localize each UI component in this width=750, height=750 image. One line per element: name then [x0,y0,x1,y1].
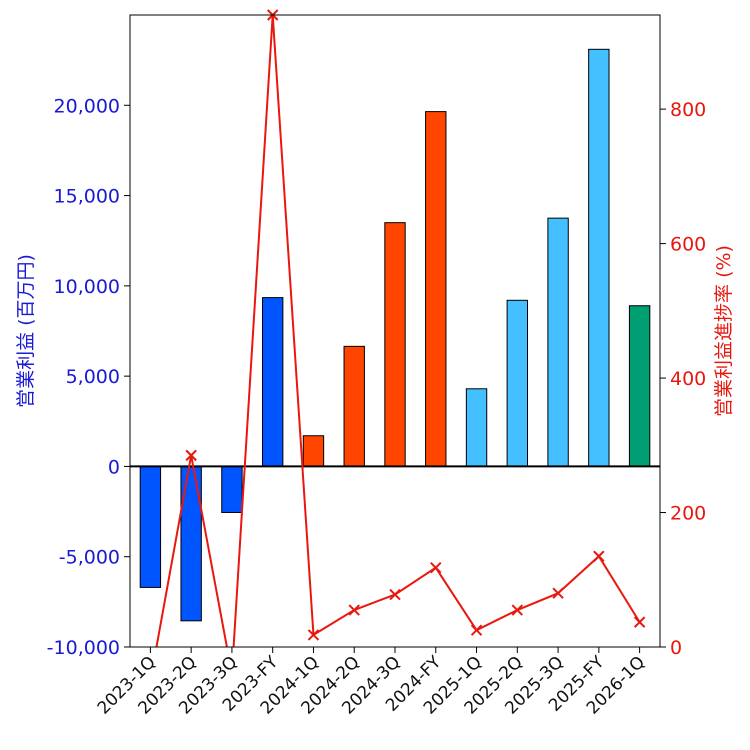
bar-2025-1Q [465,388,488,467]
progress-series [155,9,646,647]
bar-2023-3Q [221,465,243,513]
left-tick-label: 5,000 [66,366,120,388]
bars-layer [139,48,651,622]
left-tick-label: 0 [108,456,120,478]
right-tick-label: 800 [670,99,706,121]
left-axis: -10,000 -5,000 0 5,000 10,000 15,000 20,000 [47,95,130,659]
left-tick-label: 20,000 [54,95,120,117]
left-tick-label: 15,000 [54,186,120,208]
progress-marker-2025-3Q [552,587,564,599]
progress-marker-2024-3Q [389,588,401,601]
bar-2025-2Q [506,299,529,467]
right-axis-title: 営業利益進捗率 (%) [713,245,735,417]
left-tick-label: -5,000 [59,547,120,569]
bar-2024-3Q [384,222,406,467]
bar-2026-1Q [628,305,651,467]
bar-2025-FY [588,48,610,467]
right-axis: 0 200 400 600 800 [660,99,706,659]
right-tick-label: 400 [670,368,706,390]
left-tick-label: -10,000 [47,637,120,659]
bar-2023-1Q [139,465,162,588]
progress-marker-2024-2Q [348,604,360,616]
right-tick-label: 200 [670,503,706,525]
progress-marker-2025-1Q [470,624,483,636]
progress-marker-2023-2Q [185,449,197,462]
bar-2024-2Q [343,345,365,467]
bar-2025-3Q [547,217,569,467]
x-axis: 2023-1Q2023-2Q2023-3Q2023-FY2024-1Q2024-… [94,647,649,719]
right-tick-label: 0 [670,637,682,659]
bar-2024-FY [425,111,447,467]
left-tick-label: 10,000 [54,276,120,298]
progress-marker-2024-1Q [307,629,320,641]
progress-marker-2025-2Q [511,604,524,616]
right-tick-label: 600 [670,234,706,256]
left-axis-title: 営業利益 (百万円) [15,254,37,408]
progress-marker-2024-FY [430,561,442,574]
bar-2024-1Q [302,435,325,467]
progress-marker-2025-FY [593,550,605,562]
bar-2023-FY [262,297,284,467]
progress-marker-2026-1Q [633,616,646,628]
progress-line-layer [155,9,646,647]
